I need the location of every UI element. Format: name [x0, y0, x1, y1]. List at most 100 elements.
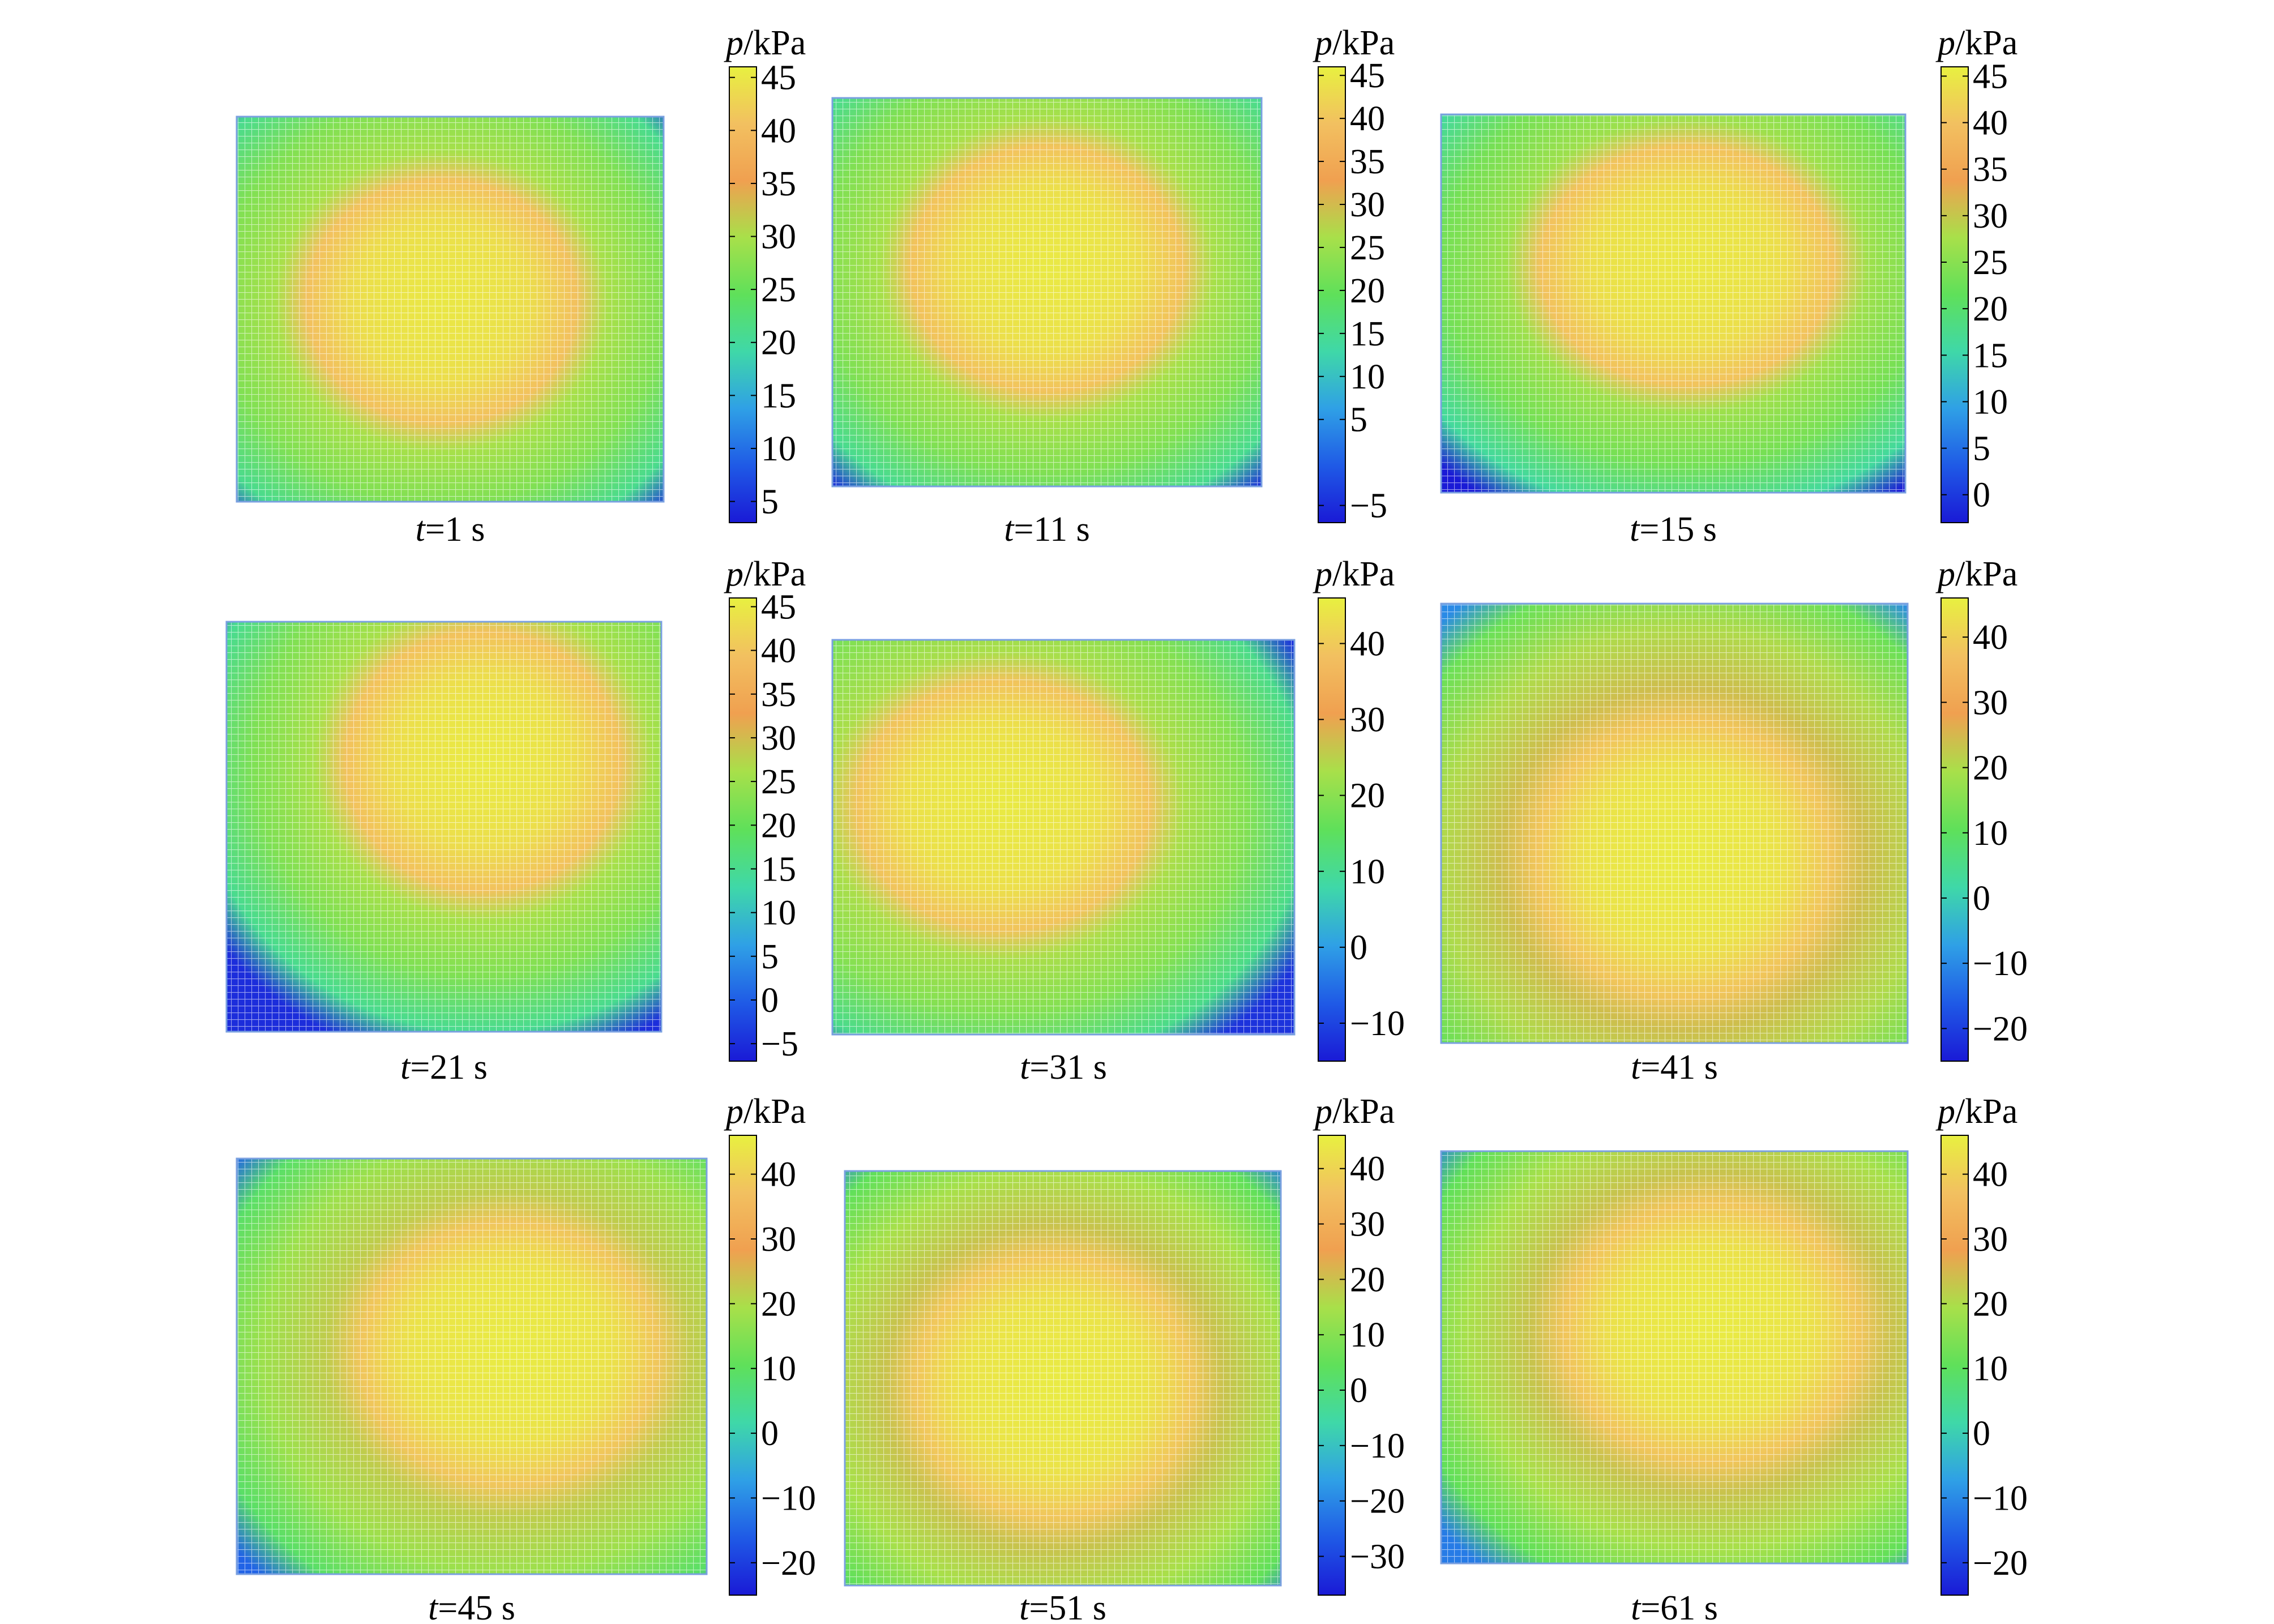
mesh-grid — [226, 622, 661, 1032]
colorbar-tick-label: 0 — [1350, 929, 1367, 967]
colorbar-tick-label: −10 — [1350, 1005, 1405, 1043]
mesh-grid — [1441, 604, 1908, 1043]
colorbar-tick-label: 10 — [1973, 814, 2008, 853]
colorbar-tick-label: 40 — [1350, 100, 1385, 138]
plot-border — [225, 621, 662, 1033]
colorbar-tick-label: 30 — [1350, 186, 1385, 224]
colorbar-tick-label: 25 — [1973, 243, 2008, 282]
panel-caption: t=45 s — [428, 1589, 515, 1624]
plot-border — [831, 97, 1263, 488]
colorbar-label: p/kPa — [724, 1092, 806, 1131]
colorbar-tick-label: 0 — [1973, 879, 1990, 918]
panel-caption: t=51 s — [1019, 1589, 1106, 1624]
panel-caption: t=1 s — [416, 510, 485, 549]
colorbar-tick-label: 15 — [761, 377, 796, 415]
panel-caption: t=21 s — [400, 1048, 488, 1087]
plot-border — [831, 639, 1296, 1036]
colorbar-tick-label: 20 — [761, 1285, 796, 1323]
colorbar-tick-label: 40 — [1973, 618, 2008, 657]
colorbar-tick-label: 40 — [1350, 1150, 1385, 1189]
colorbar-label: p/kPa — [1313, 24, 1395, 62]
panel-caption: t=11 s — [1004, 510, 1090, 549]
colorbar-tick-label: 5 — [1350, 401, 1367, 439]
panel-2: −5 5 10 15 20 25 30 35 40 45p/kPa t=11 s — [831, 24, 1395, 549]
colorbar — [729, 1135, 757, 1596]
colorbar-tick-label: 15 — [1350, 315, 1385, 353]
colorbar-tick-label: 10 — [761, 430, 796, 468]
colorbar-tick-label: 10 — [761, 894, 796, 933]
colorbar-tick-label: −5 — [761, 1025, 798, 1063]
colorbar-tick-label: 10 — [1973, 383, 2008, 421]
panel-caption: t=41 s — [1631, 1048, 1718, 1087]
panel-6: −20 −10 0 10 20 30 40 p/kPa t=41 s — [1440, 555, 2028, 1087]
colorbar-tick-label: 35 — [1350, 143, 1385, 181]
colorbar-tick-label: 15 — [761, 850, 796, 888]
mesh-grid — [832, 98, 1262, 486]
colorbar-tick-label: 45 — [1350, 57, 1385, 95]
colorbar-tick-label: −5 — [1350, 487, 1387, 525]
colorbar-tick-label: 30 — [1973, 683, 2008, 722]
plot-border — [1440, 602, 1909, 1044]
colorbar-tick-label: 40 — [1973, 1156, 2008, 1194]
colorbar-tick-label: 5 — [1973, 430, 1990, 468]
colorbar-tick-label: 25 — [1350, 229, 1385, 267]
colorbar-tick-label: −20 — [1973, 1010, 2028, 1048]
colorbar — [1940, 66, 1969, 523]
colorbar-tick-label: 20 — [761, 324, 796, 362]
plot-border — [236, 116, 665, 503]
colorbar-tick-label: 20 — [1973, 749, 2008, 788]
colorbar-label: p/kPa — [1935, 1092, 2017, 1131]
colorbar — [729, 66, 757, 523]
colorbar-tick-label: 30 — [1973, 197, 2008, 236]
colorbar-tick-label: 40 — [761, 112, 796, 150]
colorbar-tick-label: 10 — [1350, 853, 1385, 891]
colorbar-tick-label: −10 — [1350, 1427, 1405, 1465]
mesh-grid — [1441, 1151, 1908, 1563]
colorbar-tick-label: 40 — [1350, 625, 1385, 663]
mesh-grid — [237, 117, 664, 502]
colorbar-tick-label: 10 — [1973, 1350, 2008, 1388]
colorbar — [729, 597, 757, 1062]
colorbar — [1940, 597, 1969, 1062]
colorbar-tick-label: −20 — [1973, 1544, 2028, 1583]
colorbar-label: p/kPa — [1935, 555, 2017, 593]
colorbar-label: p/kPa — [1313, 1092, 1395, 1131]
colorbar-tick-label: −20 — [1350, 1482, 1405, 1521]
colorbar-tick-label: −30 — [1350, 1538, 1405, 1576]
panel-4: −5 0 5 10 15 20 25 30 35 40 45p/kPa t=21 s — [225, 555, 806, 1087]
colorbar-tick-label: 20 — [1350, 777, 1385, 815]
colorbar-tick-label: 25 — [761, 271, 796, 309]
colorbar-tick-label: 20 — [1350, 272, 1385, 310]
colorbar-tick-label: 15 — [1973, 336, 2008, 375]
colorbar-tick-label: 0 — [1350, 1371, 1367, 1410]
colorbar-tick-label: 30 — [1973, 1220, 2008, 1259]
mesh-grid — [237, 1159, 707, 1574]
colorbar-tick-label: 20 — [761, 806, 796, 845]
colorbar-tick-label: 35 — [761, 165, 796, 203]
colorbar-tick-label: 40 — [761, 1156, 796, 1194]
colorbar-tick-label: 0 — [1973, 1414, 1990, 1453]
colorbar-tick-label: 35 — [761, 676, 796, 714]
panel-caption: t=61 s — [1631, 1589, 1718, 1624]
colorbar-label: p/kPa — [724, 24, 806, 62]
plot-border — [1440, 113, 1907, 494]
colorbar-tick-label: 25 — [761, 763, 796, 801]
colorbar-tick-label: 30 — [1350, 1206, 1385, 1244]
colorbar-tick-label: −10 — [1973, 1479, 2028, 1518]
colorbar-tick-label: 10 — [1350, 1316, 1385, 1354]
colorbar-tick-label: −20 — [761, 1544, 816, 1583]
colorbar-tick-label: 40 — [761, 632, 796, 670]
colorbar-label: p/kPa — [1313, 555, 1395, 593]
colorbar-tick-label: −10 — [761, 1479, 816, 1518]
colorbar-label: p/kPa — [1935, 24, 2017, 62]
colorbar-label: p/kPa — [724, 555, 806, 593]
colorbar-tick-label: 30 — [761, 218, 796, 257]
panel-caption: t=15 s — [1630, 510, 1717, 549]
colorbar-tick-label: 20 — [1973, 290, 2008, 328]
mesh-grid — [845, 1171, 1281, 1585]
colorbar-tick-label: 40 — [1973, 104, 2008, 143]
panel-3: 0 5 10 15 20 25 30 35 40 45p/kPa t=15 s — [1440, 24, 2017, 549]
colorbar-tick-label: 45 — [1973, 57, 2008, 96]
